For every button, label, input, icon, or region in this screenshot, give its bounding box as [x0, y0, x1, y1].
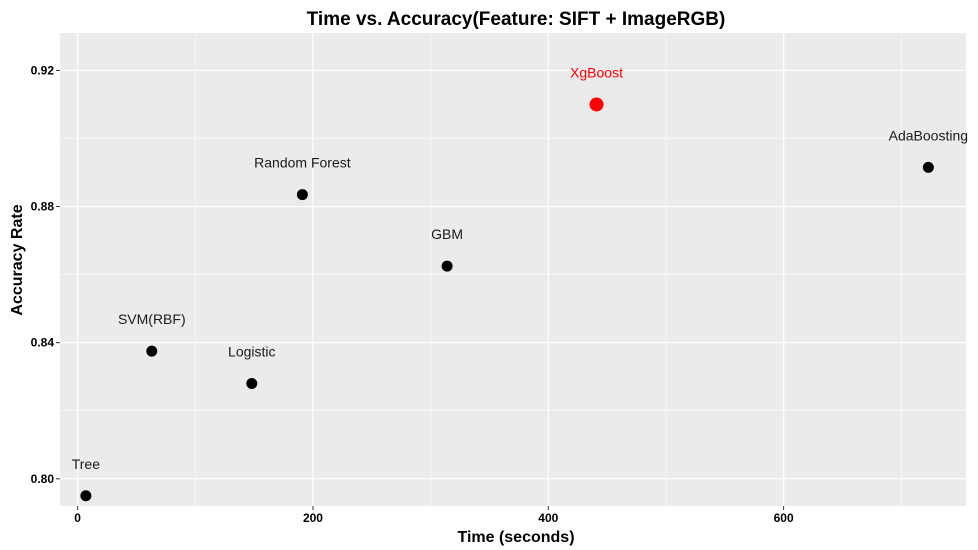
- y-axis-ticks: 0.80 0.84 0.88 0.92: [31, 63, 60, 486]
- point-labels: Tree SVM(RBF) Logistic Random Forest GBM XgBo…: [72, 64, 968, 471]
- plot-panel: [60, 33, 966, 506]
- x-tick-label: 600: [774, 511, 794, 525]
- x-tick-label: 0: [74, 511, 81, 525]
- data-point: [441, 260, 453, 272]
- data-point: [246, 377, 258, 389]
- y-tick-label: 0.88: [31, 200, 55, 214]
- x-tick-label: 200: [303, 511, 323, 525]
- data-point: [146, 345, 158, 357]
- data-label: Random Forest: [254, 155, 351, 171]
- data-points: [80, 97, 934, 502]
- y-tick-label: 0.84: [31, 336, 55, 350]
- data-label: XgBoost: [570, 64, 623, 80]
- data-label: Logistic: [228, 343, 275, 359]
- grid-lines: [60, 33, 966, 506]
- y-tick-label: 0.80: [31, 472, 55, 486]
- data-point: [296, 189, 308, 201]
- x-axis-title: Time (seconds): [457, 529, 574, 546]
- chart-title: Time vs. Accuracy(Feature: SIFT + ImageR…: [307, 9, 726, 30]
- x-tick-label: 400: [538, 511, 558, 525]
- data-point: [589, 97, 604, 112]
- data-label: AdaBoosting: [889, 127, 968, 143]
- y-tick-label: 0.92: [31, 63, 55, 77]
- data-label: GBM: [431, 226, 463, 242]
- x-axis-ticks: 0 200 400 600: [74, 506, 794, 525]
- y-axis-title: Accuracy Rate: [9, 204, 26, 315]
- data-label: Tree: [72, 456, 100, 472]
- data-label: SVM(RBF): [118, 311, 186, 327]
- data-point: [922, 161, 934, 173]
- data-point: [80, 490, 92, 502]
